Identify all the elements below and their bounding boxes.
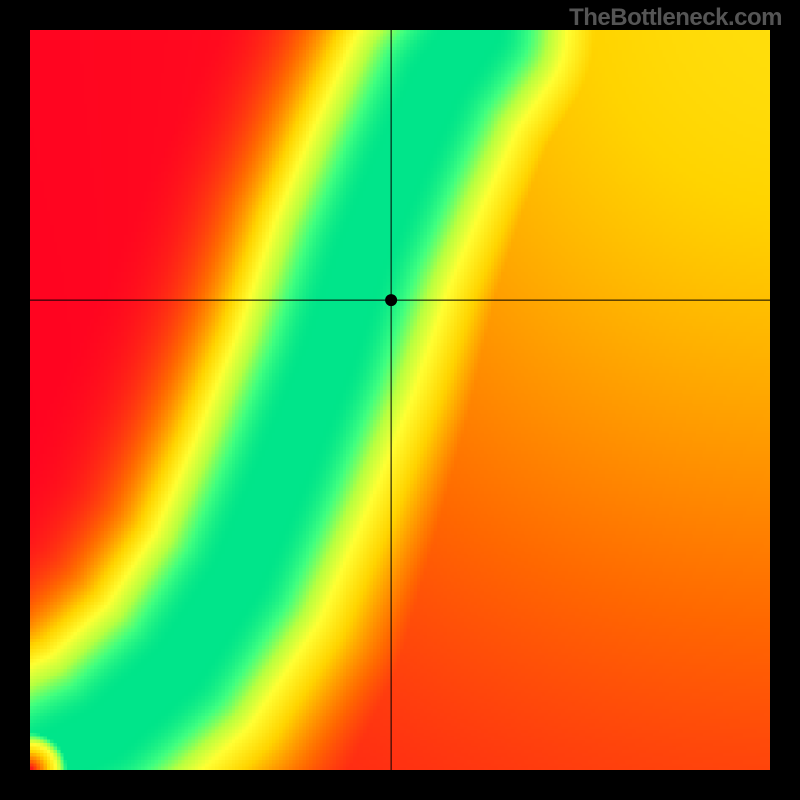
chart-container: TheBottleneck.com [0,0,800,800]
bottleneck-heatmap [30,30,770,770]
plot-area [30,30,770,770]
watermark-label: TheBottleneck.com [569,4,782,32]
